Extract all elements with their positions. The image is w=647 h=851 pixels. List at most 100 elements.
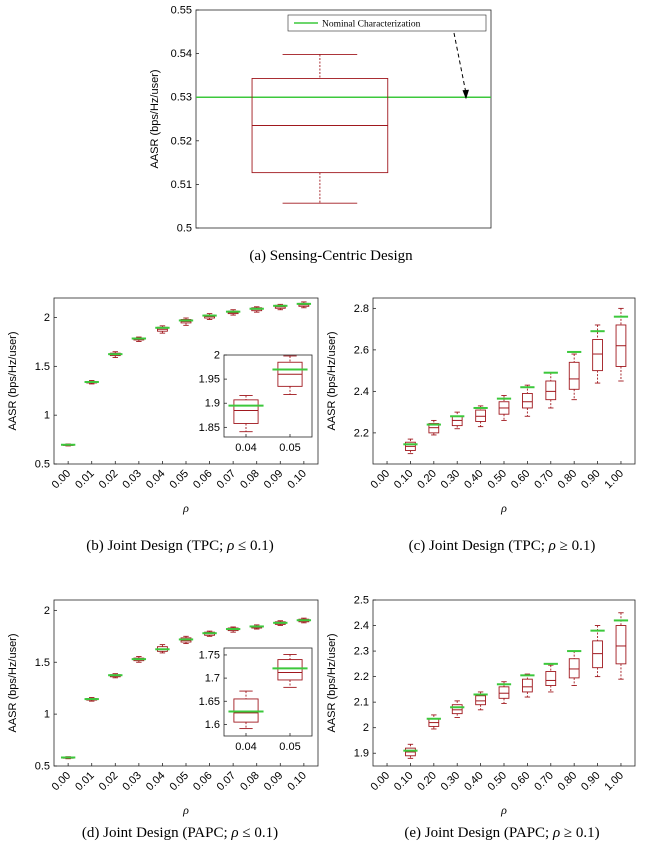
y-tick-label: 0.5 xyxy=(35,761,50,773)
box-1 xyxy=(403,438,418,455)
x-tick-label: 0.01 xyxy=(73,770,97,794)
x-tick-label: 0.00 xyxy=(369,468,393,492)
box-2 xyxy=(426,419,441,436)
x-tick-label: 0.20 xyxy=(415,770,439,794)
x-tick-label: 0.60 xyxy=(509,468,533,492)
y-tick-label: 2.3 xyxy=(354,646,369,658)
box-iqr xyxy=(592,640,603,669)
box-0 xyxy=(60,756,76,760)
box-8 xyxy=(249,624,264,630)
caption: (e) Joint Design (PAPC; ρ ≥ 0.1) xyxy=(404,825,599,841)
y-tick-label: 2.8 xyxy=(354,303,369,315)
inset-y-tick-label: 2 xyxy=(214,350,220,362)
x-tick-label: 0.30 xyxy=(439,770,463,794)
caption: (a) Sensing-Centric Design xyxy=(249,248,413,264)
inset-y-tick-label: 1.85 xyxy=(199,422,220,434)
box-5 xyxy=(496,681,512,704)
box-3 xyxy=(131,336,147,342)
box-0 xyxy=(228,690,264,730)
box-iqr xyxy=(522,678,533,693)
legend-box xyxy=(287,14,487,32)
box-9 xyxy=(273,620,288,626)
inset-plot-area xyxy=(223,354,313,438)
x-tick-label: 0.40 xyxy=(462,770,486,794)
y-tick-label: 1.5 xyxy=(35,657,50,669)
inset-x-tick-label: 0.05 xyxy=(279,741,300,753)
inset-y-tick-label: 1.7 xyxy=(205,673,220,685)
y-tick-label: 2 xyxy=(44,312,50,324)
x-tick-label: 0.05 xyxy=(167,468,191,492)
x-tick-label: 0.90 xyxy=(579,770,603,794)
box-iqr xyxy=(428,423,440,434)
x-axis-label: ρ xyxy=(500,803,507,817)
box-1 xyxy=(272,355,308,396)
box-10 xyxy=(613,307,629,382)
x-tick-label: 0.20 xyxy=(415,468,439,492)
x-tick-label: 0.00 xyxy=(50,770,74,794)
x-tick-label: 0.80 xyxy=(556,468,580,492)
y-tick-label: 0.54 xyxy=(171,48,192,60)
x-tick-label: 0.03 xyxy=(120,468,144,492)
inset-y-tick-label: 1.95 xyxy=(199,374,220,386)
box-1 xyxy=(403,743,418,759)
y-tick-label: 1.9 xyxy=(354,748,369,760)
x-tick-label: 0.06 xyxy=(191,468,215,492)
chart-a: 0.5 0.51 0.52 0.53 0.54 0.55 AASR (bps/Hz/user… xyxy=(149,5,492,264)
y-tick-label: 0.5 xyxy=(177,223,192,235)
inset-chart: 1.85 1.9 1.95 2 0.04 0.05 xyxy=(199,350,313,454)
box-9 xyxy=(273,303,288,311)
box-iqr xyxy=(498,686,510,699)
x-tick-label: 0.07 xyxy=(215,468,239,492)
box-7 xyxy=(543,662,558,693)
x-tick-label: 0.06 xyxy=(191,770,215,794)
box-3 xyxy=(450,700,465,718)
box-iqr xyxy=(451,704,463,715)
x-tick-label: 0.00 xyxy=(50,468,74,492)
x-tick-label: 0.60 xyxy=(509,770,533,794)
box-7 xyxy=(543,371,558,409)
y-tick-label: 2 xyxy=(363,722,369,734)
y-tick-label: 1.5 xyxy=(35,361,50,373)
box-iqr xyxy=(475,409,486,422)
box-4 xyxy=(473,405,488,428)
inset-y-tick-label: 1.65 xyxy=(199,696,220,708)
y-tick-label: 2.5 xyxy=(354,595,369,607)
box-iqr xyxy=(615,625,627,665)
box-iqr xyxy=(545,671,557,687)
box-iqr xyxy=(545,380,557,401)
x-tick-label: 0.80 xyxy=(556,770,580,794)
x-tick-label: 1.00 xyxy=(602,770,626,794)
box-5 xyxy=(178,635,194,645)
box-iqr xyxy=(592,339,603,372)
x-tick-label: 0.02 xyxy=(97,468,121,492)
legend-label: Nominal Characterization xyxy=(322,20,421,30)
x-tick-label: 0.08 xyxy=(238,770,262,794)
x-tick-label: 0.00 xyxy=(369,770,393,794)
y-tick-label: 0.52 xyxy=(171,135,192,147)
box-3 xyxy=(450,411,465,430)
y-axis-label: AASR (bps/Hz/user) xyxy=(7,633,19,732)
y-tick-label: 0.53 xyxy=(171,92,192,104)
x-axis-label: ρ xyxy=(182,501,189,515)
x-tick-label: 0.70 xyxy=(532,468,556,492)
x-tick-label: 1.00 xyxy=(602,468,626,492)
box-0 xyxy=(228,395,264,433)
box-10 xyxy=(296,301,312,309)
caption: (c) Joint Design (TPC; ρ ≥ 0.1) xyxy=(409,538,596,554)
box-3 xyxy=(131,656,147,663)
box-7 xyxy=(225,626,241,633)
box-9 xyxy=(590,324,605,384)
box-iqr xyxy=(568,658,580,679)
x-tick-label: 0.09 xyxy=(262,468,286,492)
box-2 xyxy=(426,714,441,730)
y-tick-label: 2.6 xyxy=(354,344,369,356)
y-tick-label: 1 xyxy=(44,410,50,422)
box-6 xyxy=(202,313,217,320)
box-8 xyxy=(567,350,582,401)
box-1 xyxy=(84,380,99,385)
x-tick-label: 0.02 xyxy=(97,770,121,794)
